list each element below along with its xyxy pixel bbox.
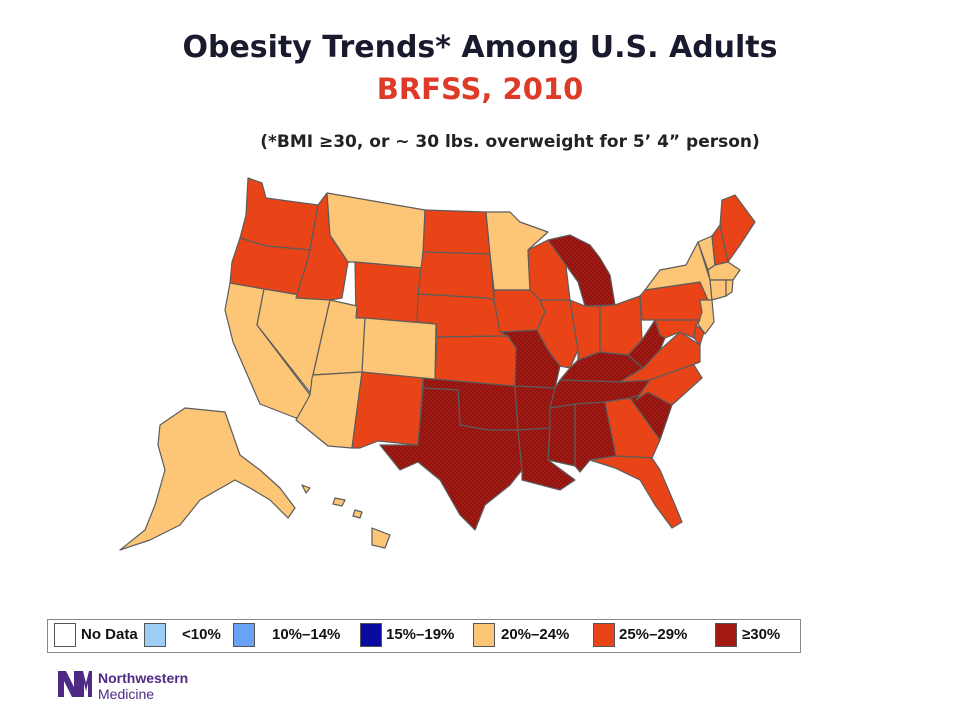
legend-label: ≥30% bbox=[742, 626, 781, 643]
legend-label: 20%–24% bbox=[501, 626, 570, 643]
legend-swatch bbox=[473, 623, 495, 647]
northwestern-medicine-logo: Northwestern Medicine bbox=[56, 669, 216, 705]
legend-swatch bbox=[144, 623, 166, 647]
state-NJ bbox=[697, 299, 715, 335]
state-HI bbox=[301, 484, 391, 549]
state-ND bbox=[422, 209, 491, 255]
state-TX bbox=[379, 387, 523, 531]
state-CT bbox=[709, 279, 727, 301]
nm-monogram-icon bbox=[58, 671, 92, 697]
state-MS bbox=[547, 403, 576, 467]
logo-sub: Medicine bbox=[98, 686, 155, 702]
map-subtitle: BRFSS, 2010 bbox=[376, 72, 584, 106]
legend-label: <10% bbox=[182, 626, 221, 643]
legend-swatch bbox=[233, 623, 255, 647]
map-legend: No Data <10% 10%–14% 15%–19% 20%–24% 25%–29% ≥… bbox=[47, 619, 801, 653]
state-AK bbox=[119, 407, 296, 551]
legend-label: 15%–19% bbox=[386, 626, 455, 643]
legend-label: 10%–14% bbox=[272, 626, 341, 643]
legend-swatch bbox=[360, 623, 382, 647]
state-GA bbox=[604, 397, 661, 459]
state-ME bbox=[719, 194, 756, 263]
legend-swatch bbox=[715, 623, 737, 647]
state-NM bbox=[351, 371, 424, 449]
state-RI bbox=[725, 279, 734, 297]
state-FL bbox=[589, 455, 683, 529]
state-AR bbox=[514, 385, 556, 431]
state-MD bbox=[654, 319, 701, 339]
state-CO bbox=[361, 317, 437, 381]
state-WA bbox=[239, 177, 319, 251]
legend-label: No Data bbox=[81, 626, 138, 643]
legend-swatch bbox=[54, 623, 76, 647]
state-MI bbox=[547, 234, 616, 307]
logo-name: Northwestern bbox=[98, 670, 189, 686]
state-KS bbox=[434, 335, 517, 387]
bmi-footnote: (*BMI ≥30, or ~ 30 lbs. overweight for 5… bbox=[260, 132, 760, 152]
map-title: Obesity Trends* Among U.S. Adults bbox=[182, 30, 778, 65]
state-SD bbox=[417, 251, 495, 301]
legend-label: 25%–29% bbox=[619, 626, 688, 643]
legend-swatch bbox=[593, 623, 615, 647]
state-WY bbox=[354, 261, 424, 325]
